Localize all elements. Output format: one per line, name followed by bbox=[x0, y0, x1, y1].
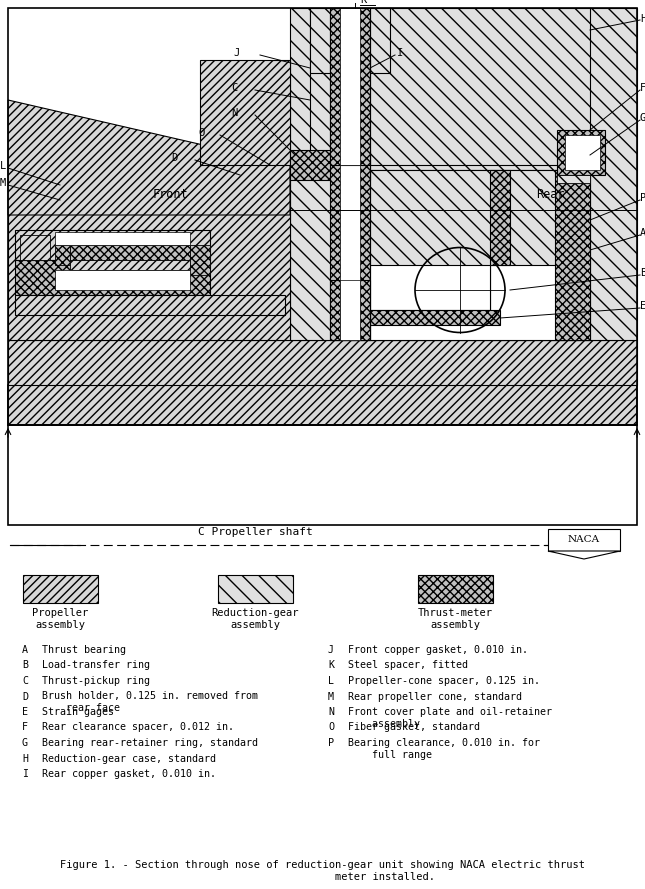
Text: I: I bbox=[397, 48, 403, 58]
Bar bbox=[290, 150, 370, 180]
Text: Strain gages: Strain gages bbox=[42, 707, 114, 717]
Text: N: N bbox=[232, 108, 238, 118]
Bar bbox=[340, 8, 360, 165]
Text: Rear propeller cone, standard: Rear propeller cone, standard bbox=[348, 692, 522, 701]
Bar bbox=[330, 60, 370, 340]
Text: A: A bbox=[640, 228, 645, 238]
Bar bbox=[8, 8, 637, 425]
Bar bbox=[70, 260, 190, 270]
Text: Front: Front bbox=[152, 188, 188, 202]
Bar bbox=[15, 260, 210, 295]
Bar bbox=[330, 280, 370, 340]
Bar bbox=[370, 310, 500, 325]
Text: C: C bbox=[232, 83, 238, 93]
Bar bbox=[330, 8, 370, 73]
Text: M: M bbox=[328, 692, 334, 701]
Polygon shape bbox=[370, 170, 590, 340]
Polygon shape bbox=[290, 8, 637, 340]
Text: Reduction-gear case, standard: Reduction-gear case, standard bbox=[42, 754, 216, 764]
Bar bbox=[565, 135, 600, 170]
Text: H: H bbox=[640, 14, 645, 24]
Text: Bearing rear-retainer ring, standard: Bearing rear-retainer ring, standard bbox=[42, 738, 258, 748]
Text: K: K bbox=[360, 0, 366, 5]
Text: Thrust-meter
assembly: Thrust-meter assembly bbox=[417, 608, 493, 629]
Polygon shape bbox=[370, 265, 490, 310]
Text: C Propeller shaft: C Propeller shaft bbox=[197, 527, 312, 537]
Polygon shape bbox=[8, 100, 290, 215]
Text: I: I bbox=[22, 769, 28, 779]
Text: F: F bbox=[22, 723, 28, 733]
Text: G: G bbox=[22, 738, 28, 748]
Bar bbox=[23, 575, 98, 603]
Text: Thrust-pickup ring: Thrust-pickup ring bbox=[42, 676, 150, 686]
Text: Reduction-gear
assembly: Reduction-gear assembly bbox=[212, 608, 299, 629]
Polygon shape bbox=[8, 165, 290, 340]
Bar bbox=[340, 280, 360, 340]
Bar bbox=[190, 245, 210, 275]
Bar bbox=[55, 270, 190, 290]
Bar bbox=[548, 529, 620, 551]
Text: Load-transfer ring: Load-transfer ring bbox=[42, 661, 150, 670]
Text: L: L bbox=[328, 676, 334, 686]
Text: Rear: Rear bbox=[536, 188, 564, 202]
Text: G: G bbox=[640, 113, 645, 123]
Bar bbox=[8, 385, 637, 425]
Text: O: O bbox=[199, 128, 205, 138]
Text: D: D bbox=[172, 153, 178, 163]
Text: E: E bbox=[640, 301, 645, 311]
Text: E: E bbox=[22, 707, 28, 717]
Bar bbox=[330, 8, 370, 165]
Text: K: K bbox=[328, 661, 334, 670]
Polygon shape bbox=[310, 8, 590, 165]
Text: A: A bbox=[22, 645, 28, 655]
Text: Thrust bearing: Thrust bearing bbox=[42, 645, 126, 655]
Text: Front cover plate and oil-retainer
    assembly: Front cover plate and oil-retainer assem… bbox=[348, 707, 552, 729]
Bar bbox=[8, 425, 637, 525]
Text: D: D bbox=[22, 692, 28, 701]
Bar bbox=[70, 245, 190, 260]
Bar bbox=[55, 232, 190, 245]
Text: Rear copper gasket, 0.010 in.: Rear copper gasket, 0.010 in. bbox=[42, 769, 216, 779]
Text: Propeller-cone spacer, 0.125 in.: Propeller-cone spacer, 0.125 in. bbox=[348, 676, 540, 686]
Bar bbox=[555, 170, 590, 340]
Text: J: J bbox=[233, 48, 240, 58]
Bar bbox=[15, 230, 210, 260]
Text: C: C bbox=[22, 676, 28, 686]
Text: P: P bbox=[640, 193, 645, 203]
Text: Front copper gasket, 0.010 in.: Front copper gasket, 0.010 in. bbox=[348, 645, 528, 655]
Text: F: F bbox=[640, 83, 645, 93]
Bar bbox=[218, 575, 293, 603]
Polygon shape bbox=[548, 551, 620, 559]
Text: Propeller
assembly: Propeller assembly bbox=[32, 608, 88, 629]
Text: P: P bbox=[328, 738, 334, 748]
Text: B: B bbox=[22, 661, 28, 670]
Text: M: M bbox=[0, 178, 6, 188]
Text: B: B bbox=[640, 268, 645, 278]
Polygon shape bbox=[200, 60, 290, 165]
Text: H: H bbox=[22, 754, 28, 764]
Text: Brush holder, 0.125 in. removed from
    rear face: Brush holder, 0.125 in. removed from rea… bbox=[42, 692, 258, 713]
Text: O: O bbox=[328, 723, 334, 733]
Text: Figure 1. - Section through nose of reduction-gear unit showing NACA electric th: Figure 1. - Section through nose of redu… bbox=[59, 860, 584, 882]
Text: NACA: NACA bbox=[568, 535, 600, 544]
Bar bbox=[8, 340, 637, 385]
Bar bbox=[15, 295, 285, 315]
Polygon shape bbox=[370, 170, 560, 310]
Text: N: N bbox=[328, 707, 334, 717]
Text: Rear clearance spacer, 0.012 in.: Rear clearance spacer, 0.012 in. bbox=[42, 723, 234, 733]
Bar bbox=[557, 175, 590, 183]
Bar bbox=[55, 245, 70, 265]
Text: Fiber gasket, standard: Fiber gasket, standard bbox=[348, 723, 480, 733]
Bar bbox=[310, 8, 390, 73]
Text: L: L bbox=[0, 161, 6, 171]
Text: J: J bbox=[328, 645, 334, 655]
Bar bbox=[20, 235, 50, 260]
Text: Steel spacer, fitted: Steel spacer, fitted bbox=[348, 661, 468, 670]
Text: Bearing clearance, 0.010 in. for
    full range: Bearing clearance, 0.010 in. for full ra… bbox=[348, 738, 540, 759]
Bar bbox=[418, 575, 493, 603]
Bar bbox=[490, 170, 510, 265]
Bar bbox=[557, 130, 605, 175]
Bar bbox=[340, 60, 360, 340]
